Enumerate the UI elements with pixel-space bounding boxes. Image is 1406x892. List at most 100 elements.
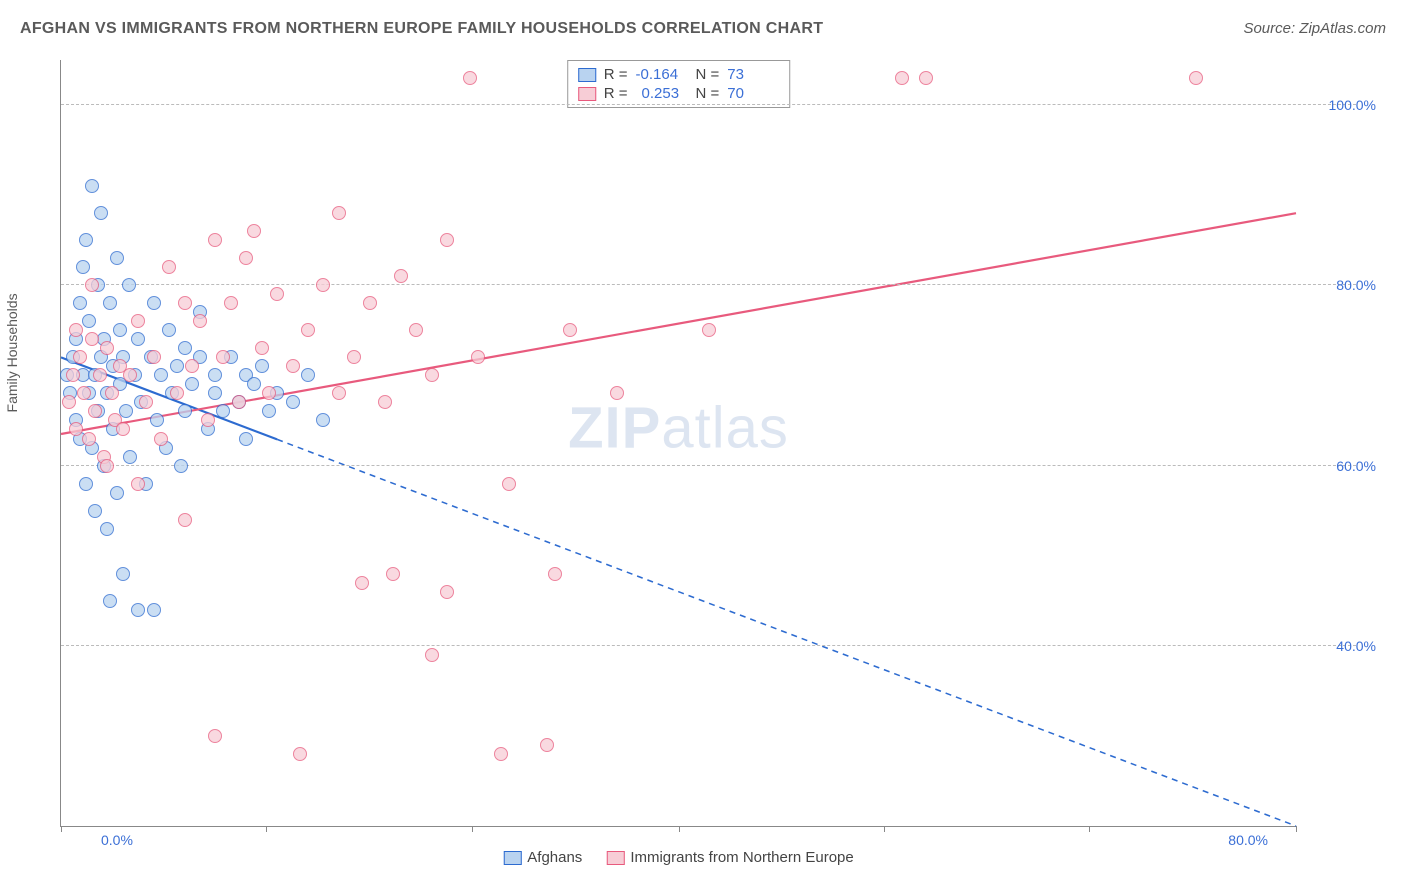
y-tick-label: 60.0% [1336,458,1376,474]
scatter-point [77,386,91,400]
scatter-point [355,576,369,590]
scatter-point [82,314,96,328]
scatter-point [147,603,161,617]
scatter-point [170,359,184,373]
x-tick [1089,826,1090,832]
n-label-1: N = [696,85,720,102]
scatter-point [100,341,114,355]
scatter-point [131,314,145,328]
scatter-point [73,296,87,310]
scatter-point [147,296,161,310]
scatter-point [409,323,423,337]
scatter-point [154,432,168,446]
scatter-point [69,323,83,337]
scatter-point [170,386,184,400]
x-tick [884,826,885,832]
scatter-point [73,350,87,364]
scatter-point [103,296,117,310]
scatter-point [262,404,276,418]
scatter-point [113,323,127,337]
scatter-point [208,729,222,743]
scatter-point [332,386,346,400]
scatter-point [440,585,454,599]
scatter-point [131,477,145,491]
scatter-point [610,386,624,400]
scatter-point [239,251,253,265]
watermark: ZIPatlas [568,394,789,461]
chart-container: Family Households ZIPatlas R = -0.164 N … [20,55,1386,872]
scatter-point [93,368,107,382]
scatter-point [895,71,909,85]
r-label-0: R = [604,66,628,83]
scatter-point [208,386,222,400]
scatter-point [178,404,192,418]
scatter-point [79,233,93,247]
scatter-point [440,233,454,247]
scatter-point [85,179,99,193]
legend-label-0: Afghans [527,849,582,866]
scatter-point [66,368,80,382]
swatch-icon [606,851,624,865]
scatter-point [301,368,315,382]
gridline [61,465,1356,466]
scatter-point [378,395,392,409]
scatter-point [394,269,408,283]
scatter-point [563,323,577,337]
scatter-point [79,477,93,491]
scatter-point [208,233,222,247]
scatter-point [193,314,207,328]
scatter-point [232,395,246,409]
gridline [61,284,1356,285]
gridline [61,104,1356,105]
scatter-point [702,323,716,337]
scatter-point [548,567,562,581]
x-tick [472,826,473,832]
x-tick-right: 80.0% [1228,832,1268,848]
scatter-point [262,386,276,400]
scatter-point [224,296,238,310]
scatter-point [201,413,215,427]
scatter-point [293,747,307,761]
legend-stats-row: R = 0.253 N = 70 [578,84,780,103]
legend-item: Afghans [503,849,582,866]
scatter-point [103,594,117,608]
title-bar: AFGHAN VS IMMIGRANTS FROM NORTHERN EUROP… [20,20,1386,38]
scatter-point [255,341,269,355]
scatter-point [463,71,477,85]
scatter-point [270,287,284,301]
n-value-0: 73 [727,66,779,83]
watermark-atlas: atlas [661,395,789,460]
swatch-icon [503,851,521,865]
scatter-point [363,296,377,310]
scatter-point [123,368,137,382]
scatter-point [123,450,137,464]
scatter-point [162,260,176,274]
r-value-0: -0.164 [636,66,688,83]
r-label-1: R = [604,85,628,102]
scatter-point [178,296,192,310]
scatter-point [76,260,90,274]
y-tick-label: 80.0% [1336,277,1376,293]
legend-label-1: Immigrants from Northern Europe [630,849,853,866]
scatter-point [94,206,108,220]
n-value-1: 70 [727,85,779,102]
scatter-point [139,395,153,409]
x-tick [679,826,680,832]
scatter-point [62,395,76,409]
scatter-point [110,486,124,500]
scatter-point [471,350,485,364]
swatch-series-1 [578,87,596,101]
scatter-point [174,459,188,473]
scatter-point [100,522,114,536]
scatter-point [162,323,176,337]
scatter-point [502,477,516,491]
scatter-point [316,413,330,427]
y-tick-label: 100.0% [1329,97,1376,113]
scatter-point [150,413,164,427]
scatter-point [88,404,102,418]
scatter-point [239,432,253,446]
source-label: Source: ZipAtlas.com [1243,20,1386,38]
scatter-point [301,323,315,337]
scatter-point [208,368,222,382]
scatter-point [185,359,199,373]
